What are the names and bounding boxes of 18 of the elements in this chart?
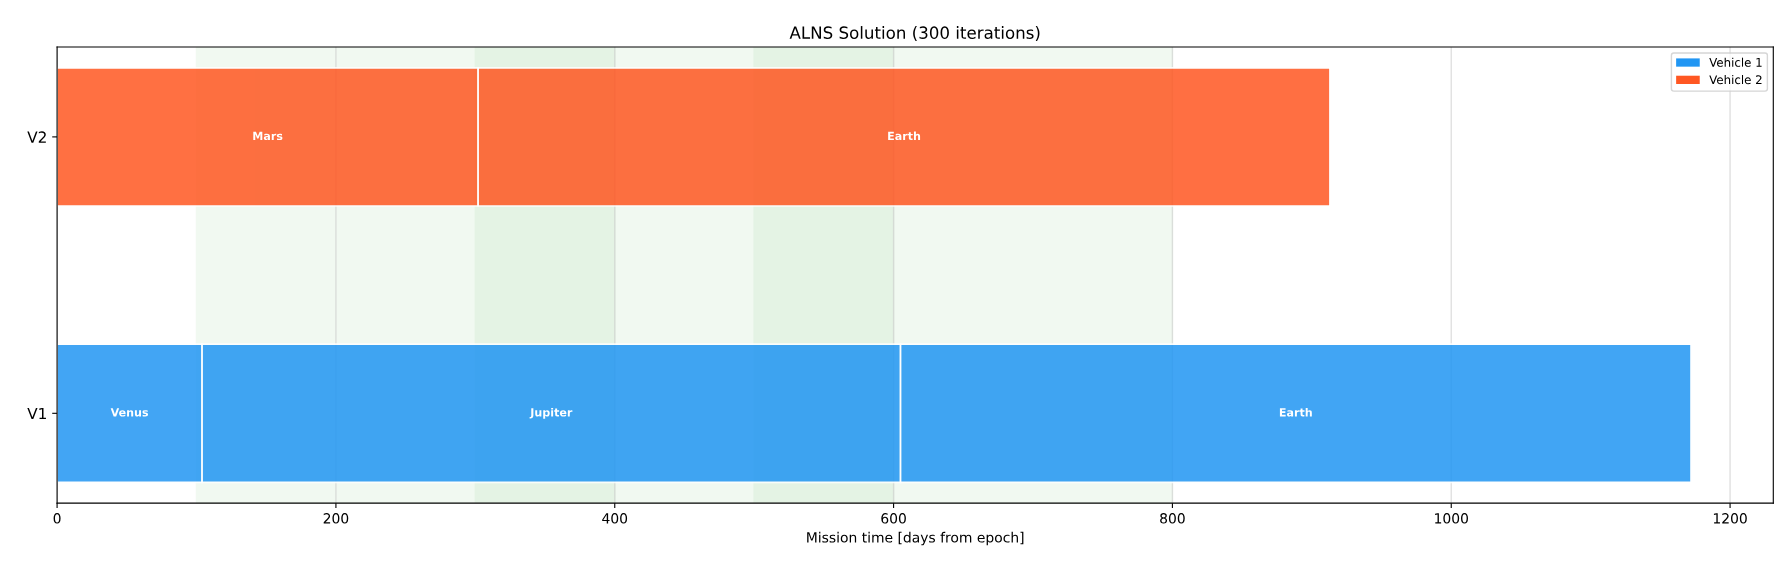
chart-title: ALNS Solution (300 iterations) <box>789 26 1040 41</box>
x-tick-label: 800 <box>1160 513 1185 524</box>
data-label: Jupiter <box>529 407 573 419</box>
x-tick-label: 1000 <box>1435 513 1468 524</box>
x-tick-label: 0 <box>53 513 61 524</box>
data-label: Earth <box>1279 407 1312 417</box>
data-label: Mars <box>253 131 283 141</box>
x-tick-label: 600 <box>881 513 906 524</box>
data-label: Earth <box>888 131 921 141</box>
data-label: Venus <box>110 408 149 417</box>
legend-label: Vehicle 1 <box>1709 57 1762 67</box>
y-tick-label: V2 <box>27 131 46 143</box>
x-tick-label: 200 <box>323 513 349 524</box>
x-axis-title: Mission time [days from epoch] <box>807 531 1024 546</box>
y-tick-label: V1 <box>27 407 46 420</box>
legend-label: Vehicle 2 <box>1709 75 1762 85</box>
x-tick-label: 1200 <box>1713 513 1747 524</box>
x-tick-label: 400 <box>602 513 628 524</box>
